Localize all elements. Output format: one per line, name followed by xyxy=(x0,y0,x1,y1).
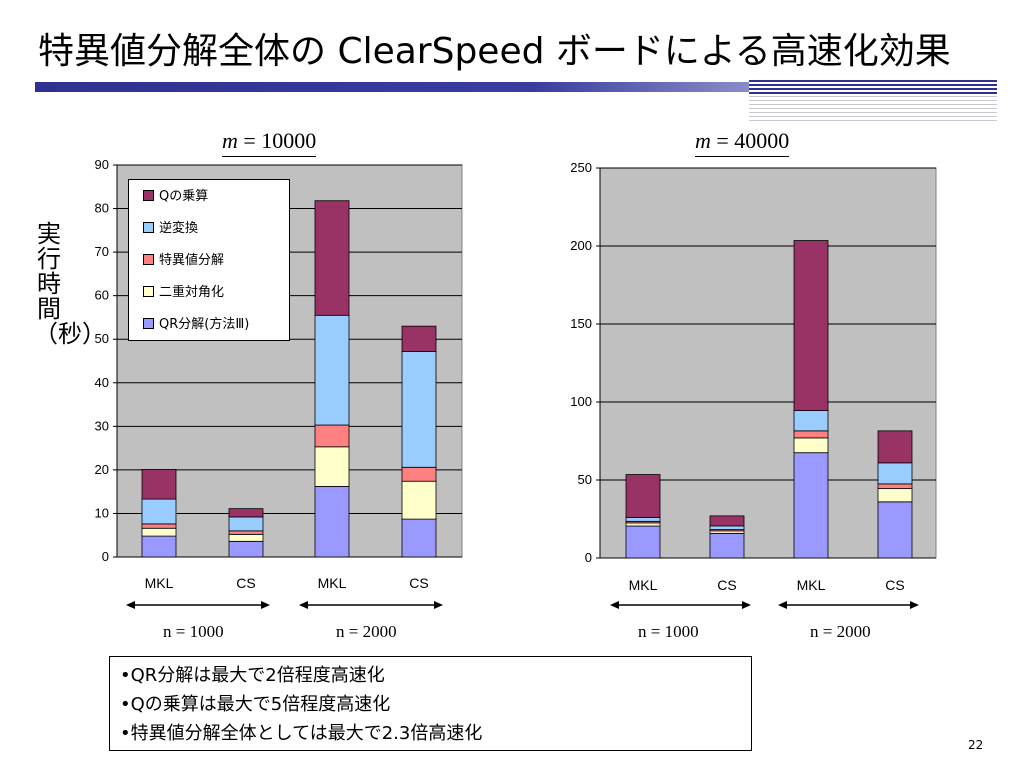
group-arrowhead-left xyxy=(778,601,787,609)
title-underline-bar xyxy=(35,82,749,92)
bar-segment xyxy=(314,446,350,487)
y-tick-label: 90 xyxy=(95,157,109,172)
legend-swatch xyxy=(143,286,154,297)
y-tick-label: 0 xyxy=(585,550,592,565)
y-tick-label: 200 xyxy=(570,238,592,253)
notes-box: •QR分解は最大で2倍程度高速化 •Qの乗算は最大で5倍程度高速化 •特異値分解… xyxy=(109,656,752,751)
bar-segment xyxy=(401,480,437,520)
bar-segment xyxy=(228,516,264,532)
y-tick-label: 50 xyxy=(578,472,592,487)
bar-segment xyxy=(877,430,913,464)
y-tick-label: 150 xyxy=(570,316,592,331)
bar-segment xyxy=(228,508,264,518)
bar-segment xyxy=(314,314,350,426)
note-line: •Qの乗算は最大で5倍程度高速化 xyxy=(120,694,391,715)
legend-swatch xyxy=(143,318,154,329)
y-tick-label: 100 xyxy=(570,394,592,409)
bar-segment xyxy=(793,430,829,439)
bar-segment xyxy=(401,325,437,352)
bar-segment xyxy=(228,530,264,535)
bar-segment xyxy=(314,486,350,558)
bar-segment xyxy=(625,522,661,527)
group-arrowhead-right xyxy=(910,601,919,609)
bar-segment xyxy=(228,533,264,542)
x-category-label: MKL xyxy=(318,575,347,591)
group-arrowhead-right xyxy=(434,601,443,609)
legend-swatch xyxy=(143,190,154,201)
legend-swatch xyxy=(143,222,154,233)
page-number: 22 xyxy=(968,738,984,752)
bar-segment xyxy=(793,410,829,432)
y-tick-label: 10 xyxy=(95,505,109,520)
bar-segment xyxy=(401,518,437,558)
note-line: •特異値分解全体としては最大で2.3倍高速化 xyxy=(120,723,483,744)
group-arrowhead-right xyxy=(742,601,751,609)
x-category-label: CS xyxy=(885,577,904,593)
bar-segment xyxy=(625,525,661,559)
y-tick-label: 80 xyxy=(95,201,109,216)
legend-entry: 特異値分解 xyxy=(143,253,224,269)
bar-segment xyxy=(625,474,661,518)
y-tick-label: 60 xyxy=(95,288,109,303)
bar-segment xyxy=(141,523,177,529)
legend-entry: 二重対角化 xyxy=(143,285,224,301)
bar-segment xyxy=(141,469,177,500)
bar-segment xyxy=(793,240,829,411)
y-tick-label: 250 xyxy=(570,160,592,175)
slide-title: 特異値分解全体の ClearSpeed ボードによる高速化効果 xyxy=(38,31,951,72)
bar-segment xyxy=(793,437,829,454)
legend-entry: QR分解(方法Ⅲ) xyxy=(143,317,249,333)
group-arrowhead-left xyxy=(126,601,135,609)
x-category-label: CS xyxy=(409,575,428,591)
legend-entry: Qの乗算 xyxy=(143,189,208,205)
x-category-label: MKL xyxy=(797,577,826,593)
bar-segment xyxy=(877,483,913,489)
bar-segment xyxy=(228,540,264,558)
y-tick-label: 0 xyxy=(102,549,109,564)
group-arrowhead-right xyxy=(261,601,270,609)
legend-swatch xyxy=(143,254,154,265)
y-tick-label: 70 xyxy=(95,244,109,259)
y-tick-label: 40 xyxy=(95,375,109,390)
y-tick-label: 30 xyxy=(95,418,109,433)
bar-segment xyxy=(877,488,913,503)
bar-segment xyxy=(877,501,913,559)
group-arrowhead-left xyxy=(610,601,619,609)
bar-segment xyxy=(314,424,350,448)
x-category-label: MKL xyxy=(145,575,174,591)
bar-segment xyxy=(709,515,745,527)
group-label-n2000: n = 2000 xyxy=(336,622,397,641)
bar-segment xyxy=(314,200,350,316)
bar-segment xyxy=(141,498,177,525)
x-category-label: CS xyxy=(236,575,255,591)
note-line: •QR分解は最大で2倍程度高速化 xyxy=(120,665,385,686)
decorative-stripes-dark xyxy=(749,80,997,94)
bar-segment xyxy=(141,527,177,537)
bar-segment xyxy=(141,535,177,558)
bar-segment xyxy=(793,452,829,559)
bar-segment xyxy=(401,351,437,468)
x-category-label: MKL xyxy=(629,577,658,593)
bar-segment xyxy=(877,462,913,485)
group-label-n2000: n = 2000 xyxy=(810,622,871,641)
y-tick-label: 20 xyxy=(95,462,109,477)
legend: Qの乗算 逆変換 特異値分解 二重対角化 QR分解(方法Ⅲ) xyxy=(128,179,290,341)
bar-segment xyxy=(625,517,661,522)
bar-segment xyxy=(709,532,745,559)
chart2-title: m = 40000 xyxy=(695,128,790,157)
group-label-n1000: n = 1000 xyxy=(163,622,224,641)
group-label-n1000: n = 1000 xyxy=(638,622,699,641)
bar-segment xyxy=(401,466,437,482)
x-category-label: CS xyxy=(717,577,736,593)
bar-segment xyxy=(709,525,745,531)
legend-entry: 逆変換 xyxy=(143,221,198,237)
group-arrowhead-left xyxy=(299,601,308,609)
chart1-title: m = 10000 xyxy=(222,128,317,157)
y-tick-label: 50 xyxy=(95,331,109,346)
